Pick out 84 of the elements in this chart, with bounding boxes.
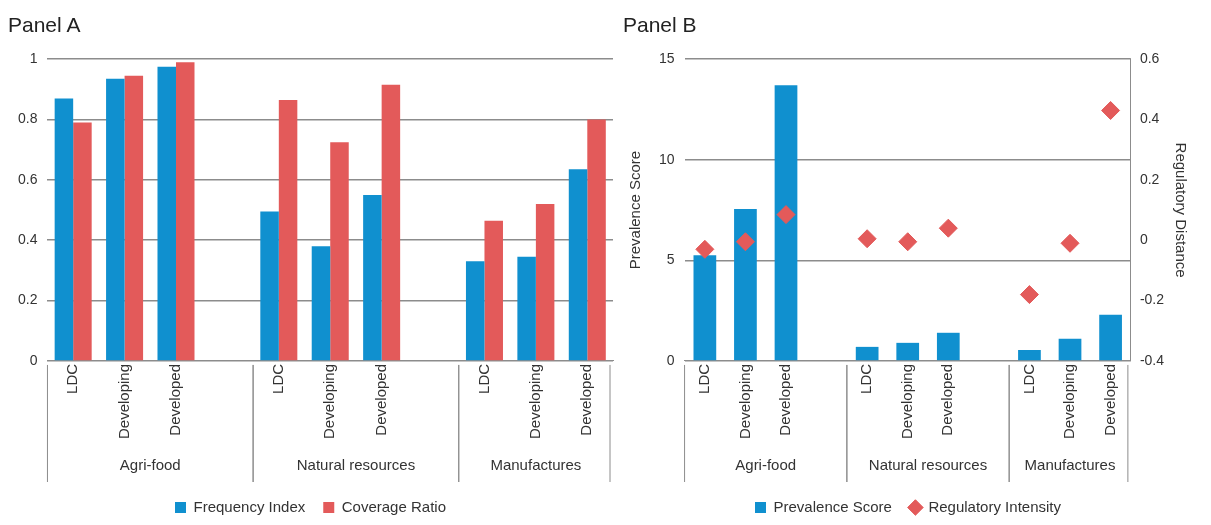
text: Natural resources — [868, 456, 988, 474]
legend-label: Prevalence Score — [773, 497, 892, 515]
y2-tick-label: 0.2 — [1139, 170, 1160, 187]
y2-tick-label: 0.4 — [1139, 110, 1160, 127]
y2-tick-label: 0.6 — [1139, 50, 1160, 67]
y-tick-label: 0.6 — [17, 170, 38, 187]
y-tick-label: 1 — [29, 50, 38, 67]
x-tick-label: Developing — [526, 363, 544, 440]
bar — [363, 194, 382, 361]
y-tick-label: 5 — [666, 251, 675, 268]
legend-label: Regulatory Intensity — [928, 497, 1062, 515]
bar — [73, 122, 92, 361]
bar — [1058, 338, 1082, 361]
x-tick-label: LDC — [474, 363, 492, 394]
point — [776, 205, 796, 225]
x-tick-label: Developed — [1100, 363, 1118, 436]
x-tick-label: Developed — [776, 363, 794, 436]
text: Manufactures — [490, 456, 582, 474]
x-tick-label: Developed — [938, 363, 956, 436]
y2-tick-label: -0.4 — [1139, 351, 1165, 368]
x-tick-label: LDC — [1019, 363, 1037, 394]
bar — [1099, 314, 1122, 361]
x-tick-label: Developing — [114, 363, 132, 440]
y-tick-label: 15 — [658, 50, 675, 67]
bar — [568, 169, 588, 361]
text: Natural resources — [296, 456, 416, 474]
point — [898, 232, 918, 252]
bar — [311, 246, 331, 361]
x-tick-label: Developing — [1060, 363, 1078, 440]
point — [1019, 285, 1039, 305]
y-tick-label: 0.8 — [17, 110, 38, 127]
y-tick-label: 0.2 — [17, 291, 38, 308]
point — [735, 232, 755, 252]
bar — [517, 256, 536, 361]
x-tick-label: Developing — [897, 363, 915, 440]
bar — [936, 332, 960, 361]
bar — [54, 98, 74, 361]
bar — [1018, 349, 1041, 361]
x-tick-label: LDC — [695, 363, 712, 394]
chart-title: Panel B — [623, 13, 697, 37]
bar — [587, 119, 606, 361]
x-tick-label: Developing — [735, 363, 753, 440]
legend-label: Frequency Index — [193, 497, 306, 515]
x-tick-label: LDC — [63, 363, 81, 394]
x-tick-label: LDC — [268, 363, 286, 394]
bar — [855, 346, 879, 361]
x-tick-label: Developed — [166, 363, 184, 436]
text: Agri-food — [735, 456, 797, 474]
bar — [330, 142, 349, 361]
x-tick-label: Developed — [371, 363, 389, 436]
legend-label: Coverage Ratio — [341, 497, 446, 515]
bar — [278, 99, 298, 361]
text: Manufactures — [1024, 456, 1116, 474]
bar — [175, 62, 195, 361]
bar — [774, 85, 798, 361]
point — [938, 218, 958, 238]
y2-tick-label: 0 — [1139, 231, 1148, 248]
bar — [260, 211, 279, 361]
point — [1060, 233, 1080, 253]
point — [1101, 101, 1121, 120]
y-tick-label: 0.4 — [17, 231, 38, 248]
y-tick-label: 0 — [29, 351, 38, 368]
bar — [734, 209, 757, 361]
point — [857, 229, 877, 249]
bar — [381, 84, 401, 361]
point — [695, 239, 715, 259]
bar — [157, 66, 176, 361]
text: Agri-food — [119, 456, 181, 474]
y-axis-title: Prevalence Score — [626, 150, 644, 270]
bar — [465, 261, 485, 361]
bar — [124, 75, 144, 361]
y2-tick-label: -0.2 — [1139, 291, 1165, 308]
x-tick-label: Developing — [320, 363, 338, 440]
y-tick-label: 0 — [666, 351, 675, 368]
x-tick-label: LDC — [857, 363, 875, 394]
bar — [535, 204, 555, 361]
chart-title: Panel A — [8, 13, 81, 37]
x-tick-label: Developed — [577, 363, 595, 436]
bar — [484, 220, 503, 361]
y-tick-label: 10 — [658, 150, 675, 167]
bar — [693, 255, 717, 361]
bar — [106, 78, 125, 361]
bar — [896, 342, 920, 361]
y2-axis-title: Regulatory Distance — [1172, 142, 1190, 278]
